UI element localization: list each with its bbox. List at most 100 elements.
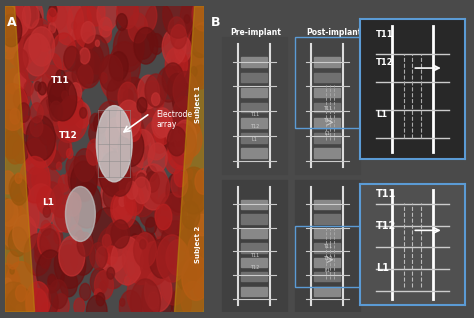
Circle shape	[162, 63, 183, 96]
Circle shape	[190, 119, 200, 135]
Circle shape	[145, 74, 167, 107]
Circle shape	[32, 168, 47, 191]
Circle shape	[191, 188, 202, 206]
Text: Pre-implant: Pre-implant	[230, 28, 281, 37]
Circle shape	[124, 185, 144, 215]
Bar	[314, 148, 340, 158]
Circle shape	[152, 129, 167, 153]
Circle shape	[14, 49, 28, 71]
Circle shape	[89, 121, 104, 145]
Circle shape	[137, 97, 147, 113]
Circle shape	[139, 197, 159, 227]
Bar	[314, 215, 340, 224]
Circle shape	[171, 24, 186, 49]
Circle shape	[75, 77, 85, 92]
Circle shape	[168, 73, 186, 102]
Circle shape	[111, 187, 135, 223]
Circle shape	[185, 110, 199, 130]
Text: T11: T11	[376, 189, 396, 198]
Circle shape	[164, 35, 180, 59]
Circle shape	[58, 95, 88, 142]
Circle shape	[31, 74, 57, 114]
Circle shape	[44, 26, 58, 48]
Circle shape	[176, 220, 197, 251]
Circle shape	[68, 156, 98, 200]
Circle shape	[117, 0, 138, 28]
Text: Post-implant: Post-implant	[306, 28, 361, 37]
Circle shape	[65, 170, 76, 188]
Circle shape	[67, 3, 91, 40]
Circle shape	[43, 182, 62, 211]
Circle shape	[99, 151, 128, 197]
Bar	[314, 258, 340, 267]
Circle shape	[107, 267, 115, 279]
Circle shape	[173, 83, 196, 118]
Circle shape	[109, 52, 128, 81]
Text: Subject 1: Subject 1	[195, 85, 201, 123]
Circle shape	[188, 254, 204, 278]
Circle shape	[34, 237, 49, 259]
Circle shape	[125, 276, 131, 286]
Circle shape	[191, 67, 197, 77]
Circle shape	[8, 193, 39, 240]
Text: Electrode
array: Electrode array	[156, 110, 192, 129]
Circle shape	[97, 109, 128, 156]
Circle shape	[140, 239, 146, 249]
Circle shape	[142, 274, 173, 318]
Circle shape	[90, 268, 108, 295]
Circle shape	[0, 30, 18, 59]
Circle shape	[53, 294, 69, 318]
Circle shape	[109, 42, 140, 89]
Circle shape	[185, 196, 204, 225]
Circle shape	[106, 117, 130, 155]
Circle shape	[47, 14, 51, 21]
Circle shape	[43, 250, 48, 257]
Circle shape	[124, 176, 147, 211]
Circle shape	[175, 134, 180, 141]
Circle shape	[42, 302, 50, 314]
Circle shape	[71, 161, 97, 202]
Circle shape	[177, 260, 197, 291]
Circle shape	[66, 156, 80, 177]
Text: T12: T12	[376, 221, 396, 231]
Circle shape	[134, 0, 157, 34]
Circle shape	[104, 138, 113, 152]
Circle shape	[176, 52, 189, 73]
Bar	[241, 88, 267, 97]
Circle shape	[193, 23, 213, 53]
Bar	[294, 180, 360, 312]
Circle shape	[81, 22, 95, 43]
Circle shape	[26, 288, 48, 318]
Circle shape	[76, 40, 104, 83]
Circle shape	[36, 250, 64, 293]
Circle shape	[119, 290, 142, 318]
Text: L1: L1	[324, 268, 330, 273]
Circle shape	[74, 5, 102, 48]
Circle shape	[116, 14, 128, 31]
Circle shape	[0, 171, 15, 194]
Circle shape	[127, 119, 141, 142]
Circle shape	[86, 295, 107, 318]
Circle shape	[146, 217, 156, 234]
Circle shape	[174, 107, 193, 136]
Circle shape	[101, 171, 132, 218]
Circle shape	[113, 25, 144, 72]
Circle shape	[70, 237, 95, 275]
Circle shape	[118, 127, 144, 167]
Circle shape	[22, 3, 39, 28]
Circle shape	[17, 33, 48, 81]
Circle shape	[176, 217, 200, 252]
Circle shape	[102, 234, 111, 248]
Circle shape	[18, 27, 40, 61]
Circle shape	[48, 274, 56, 287]
Circle shape	[159, 193, 186, 235]
Circle shape	[137, 173, 146, 188]
Circle shape	[188, 32, 200, 50]
Circle shape	[29, 305, 36, 316]
Circle shape	[40, 87, 65, 126]
Circle shape	[27, 157, 31, 164]
Circle shape	[0, 84, 28, 130]
Circle shape	[118, 25, 144, 66]
Circle shape	[52, 33, 76, 70]
Circle shape	[140, 241, 169, 285]
